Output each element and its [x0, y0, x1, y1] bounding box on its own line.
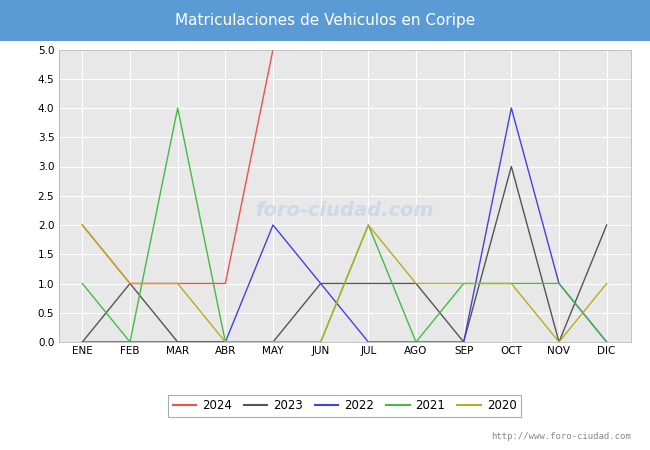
Text: foro-ciudad.com: foro-ciudad.com — [255, 201, 434, 220]
Text: Matriculaciones de Vehiculos en Coripe: Matriculaciones de Vehiculos en Coripe — [175, 13, 475, 28]
Legend: 2024, 2023, 2022, 2021, 2020: 2024, 2023, 2022, 2021, 2020 — [168, 395, 521, 417]
Text: http://www.foro-ciudad.com: http://www.foro-ciudad.com — [491, 432, 630, 441]
